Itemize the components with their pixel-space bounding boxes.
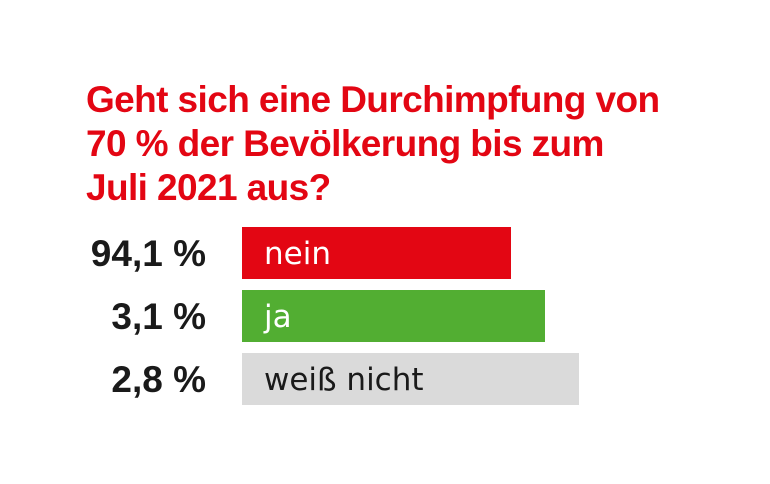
chart-title-line-2: 70 % der Bevölkerung bis zum xyxy=(86,123,604,164)
bar xyxy=(242,227,511,279)
value-label: 3,1 % xyxy=(111,296,206,337)
value-label: 94,1 % xyxy=(91,233,206,274)
chart-title-line-3: Juli 2021 aus? xyxy=(86,167,331,208)
bar xyxy=(242,353,579,405)
chart-title: Geht sich eine Durchimpfung von 70 % der… xyxy=(86,78,706,210)
bar-rows: 94,1 % nein 3,1 % ja 2,8 % weiß nicht xyxy=(91,227,579,405)
bar-category-label: nein xyxy=(264,236,331,272)
chart-title-line-1: Geht sich eine Durchimpfung von xyxy=(86,79,660,120)
bar-category-label: ja xyxy=(263,299,292,335)
bar-category-label: weiß nicht xyxy=(264,362,424,398)
bar xyxy=(242,290,545,342)
value-label: 2,8 % xyxy=(111,359,206,400)
